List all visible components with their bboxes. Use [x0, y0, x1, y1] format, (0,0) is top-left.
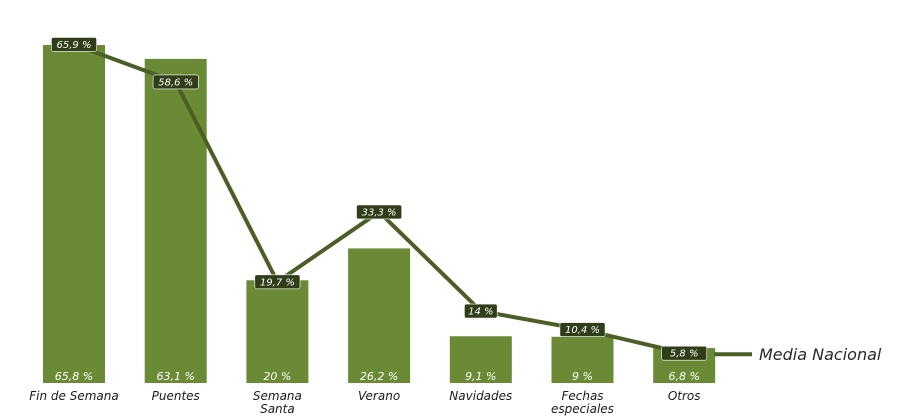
bar	[551, 336, 614, 383]
point-label-tag	[51, 37, 97, 52]
point-label-tag	[254, 274, 301, 290]
bar	[449, 336, 512, 383]
category-label: especiales	[551, 402, 614, 416]
legend-label: Media Nacional	[759, 345, 882, 364]
category-label: Otros	[668, 389, 701, 403]
point-value-label: 14 %	[468, 307, 493, 318]
point-value-label: 58,6 %	[158, 77, 193, 88]
bar	[144, 58, 207, 384]
bar	[43, 45, 105, 383]
point-value-label: 19,7 %	[260, 277, 295, 288]
bar-value-label: 20 %	[263, 370, 291, 383]
bar-value-label: 26,2 %	[360, 370, 398, 383]
bars-layer	[43, 45, 716, 384]
bar-value-label: 9 %	[572, 370, 593, 383]
point-value-label: 5,8 %	[670, 349, 699, 360]
bar-value-label: 6,8 %	[668, 370, 699, 383]
category-label: Semana	[253, 389, 302, 403]
bar-value-label: 63,1 %	[156, 370, 194, 383]
legend: Media Nacional	[714, 345, 882, 364]
point-value-label: 33,3 %	[362, 207, 397, 218]
bar	[246, 280, 309, 383]
point-label-tag	[464, 303, 498, 319]
point-value-label: 65,9 %	[57, 40, 92, 51]
category-label: Santa	[260, 402, 295, 416]
category-label: Verano	[358, 389, 400, 403]
point-label-tag	[152, 74, 199, 90]
category-label: Fechas	[561, 389, 603, 403]
point-label-tag	[356, 204, 403, 220]
point-label-tag	[559, 322, 606, 337]
bar-value-label: 65,8 %	[55, 370, 93, 383]
category-label: Navidades	[449, 389, 512, 403]
category-label: Puentes	[152, 389, 200, 403]
point-label-tag	[661, 345, 708, 361]
point-labels-layer: 65,9 % 58,6 % 19,7 % 33,3 % 14 % 10,4 % 5,8 %	[51, 37, 708, 361]
bar-labels-layer: 65,8 % 63,1 % 20 % 26,2 % 9,1 % 9 % 6,8 %	[55, 370, 700, 383]
category-label: Fin de Semana	[29, 389, 118, 403]
bar-value-label: 9,1 %	[465, 370, 496, 383]
bar	[348, 248, 411, 383]
point-value-label: 10,4 %	[565, 325, 600, 336]
